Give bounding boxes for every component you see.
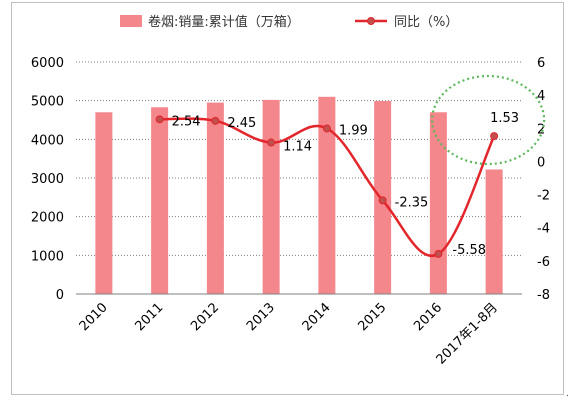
bar <box>485 169 503 294</box>
legend-bar-label: 卷烟:销量:累计值（万箱） <box>148 14 300 30</box>
corner-mark: . <box>566 389 569 399</box>
x-tick-label: 2014 <box>300 300 334 334</box>
bar <box>429 112 447 295</box>
y-right-tick-label: 4 <box>537 89 545 104</box>
legend: 卷烟:销量:累计值（万箱） 同比（%） <box>120 14 458 30</box>
legend-bar-swatch <box>120 15 142 27</box>
y-right-tick-label: 2 <box>537 122 545 137</box>
line-marker <box>267 138 276 147</box>
y-right-tick-label: 6 <box>537 56 545 71</box>
y-right-tick-label: -6 <box>537 255 550 270</box>
bar <box>206 102 224 294</box>
data-label: -2.35 <box>395 195 429 210</box>
line-marker <box>378 196 387 205</box>
line-marker <box>434 249 443 258</box>
x-tick-label: 2010 <box>77 300 111 334</box>
data-label: 2.54 <box>172 114 201 129</box>
y-left-tick-label: 2000 <box>31 211 64 226</box>
y-right-tick-label: -4 <box>537 222 550 237</box>
bar <box>95 112 113 295</box>
y-left-tick-label: 3000 <box>31 172 64 187</box>
y-left-tick-label: 0 <box>56 288 64 303</box>
data-label: 1.53 <box>490 111 519 126</box>
y-left-tick-label: 4000 <box>31 133 64 148</box>
annotation-ellipse <box>431 74 546 166</box>
x-tick-label: 2011 <box>132 300 166 334</box>
data-label: 1.99 <box>339 123 368 138</box>
data-label: 2.45 <box>227 116 256 131</box>
x-tick-label: 2015 <box>355 300 389 334</box>
data-label: 1.14 <box>283 140 312 155</box>
line-marker <box>211 116 220 125</box>
data-label: -5.58 <box>452 243 486 258</box>
legend-line-label: 同比（%） <box>394 15 458 30</box>
bar <box>262 99 280 294</box>
line-marker <box>322 124 331 133</box>
y-right-tick-label: -2 <box>537 189 550 204</box>
bar <box>318 96 336 294</box>
line-marker <box>155 115 164 124</box>
y-right-tick-label: 0 <box>537 155 545 170</box>
legend-line-marker <box>367 17 375 25</box>
line-marker <box>490 132 499 141</box>
y-right-tick-label: -8 <box>537 288 550 303</box>
y-left-tick-label: 5000 <box>31 95 64 110</box>
x-tick-label: 2012 <box>188 300 222 334</box>
y-left-tick-label: 1000 <box>31 249 64 264</box>
y-left-tick-label: 6000 <box>31 56 64 71</box>
x-tick-label: 2016 <box>411 300 445 334</box>
x-tick-label: 2013 <box>244 300 278 334</box>
bar <box>151 107 169 295</box>
